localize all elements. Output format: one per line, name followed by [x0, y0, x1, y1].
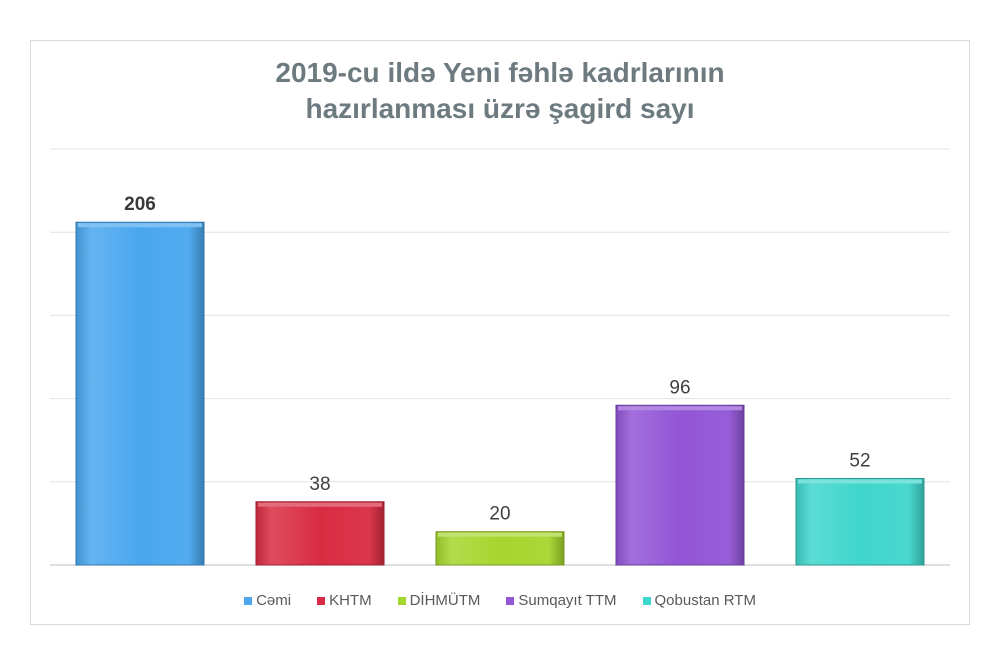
bar-highlight-1	[258, 502, 382, 507]
data-label-0: 206	[124, 194, 156, 215]
bar-3	[615, 404, 745, 566]
legend-item-0: Cəmi	[244, 592, 291, 609]
legend-item-2: DİHMÜTM	[397, 592, 481, 609]
legend-label-0: Cəmi	[256, 592, 292, 609]
legend-swatch-4	[642, 596, 651, 605]
chart-title-line-2: hazırlanması üzrə şagird sayı	[305, 93, 695, 124]
bar-highlight-4	[798, 479, 922, 484]
chart-title: 2019-cu ildə Yeni fəhlə kadrlarının hazı…	[0, 55, 1000, 127]
legend: Cəmi KHTM DİHMÜTM Sumqayıt TTM Qobustan RTM	[0, 592, 1000, 609]
data-label-4: 52	[849, 450, 870, 471]
bar-0	[75, 221, 205, 566]
bar-1	[255, 501, 385, 566]
bar-4	[795, 477, 925, 566]
data-labels: 206 38 20 96 52	[124, 194, 870, 525]
data-label-3: 96	[669, 377, 690, 398]
legend-swatch-1	[317, 596, 326, 605]
chart-title-line-1: 2019-cu ildə Yeni fəhlə kadrlarının	[275, 57, 725, 88]
bar-highlight-3	[618, 406, 742, 411]
data-label-2: 20	[489, 504, 510, 525]
legend-item-1: KHTM	[317, 592, 372, 609]
legend-swatch-0	[244, 596, 253, 605]
legend-label-4: Qobustan RTM	[654, 592, 756, 609]
legend-item-4: Qobustan RTM	[642, 592, 756, 609]
bar-2	[435, 531, 565, 566]
bars	[75, 221, 925, 566]
legend-swatch-2	[397, 596, 406, 605]
legend-label-1: KHTM	[329, 592, 372, 609]
legend-item-3: Sumqayıt TTM	[506, 592, 617, 609]
bar-highlight-0	[78, 223, 202, 228]
bar-highlight-2	[438, 532, 562, 537]
legend-swatch-3	[506, 596, 515, 605]
data-label-1: 38	[309, 474, 330, 495]
legend-label-2: DİHMÜTM	[409, 592, 481, 609]
legend-label-3: Sumqayıt TTM	[518, 592, 617, 609]
